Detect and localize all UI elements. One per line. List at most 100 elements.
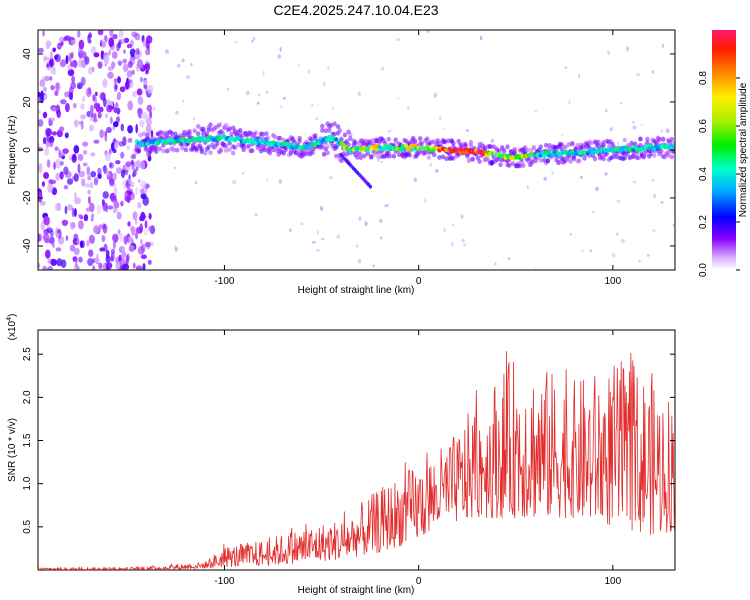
- spectrogram-ridge-cell: [411, 147, 416, 152]
- spectrogram-noise-blob: [96, 204, 102, 215]
- spectrogram-noise-blob: [86, 240, 90, 247]
- spectrogram-noise-blob: [73, 119, 79, 128]
- spectrogram-noise-blob: [77, 163, 81, 174]
- spectrogram-noise-blob: [114, 141, 119, 149]
- spectrogram-noise-blob: [104, 152, 111, 162]
- spectrogram-faint-point: [387, 130, 392, 133]
- snr-ytick-label: 2.0: [22, 390, 33, 404]
- spectrogram-noise-blob: [43, 216, 50, 226]
- spectrogram-faint-point: [190, 62, 193, 67]
- spectrogram-noise-blob: [131, 173, 135, 178]
- spectrogram-noise-blob: [109, 116, 113, 125]
- spectrogram-faint-point: [173, 166, 177, 169]
- spectrogram-faint-point: [611, 253, 616, 258]
- spectrogram-noise-blob: [48, 76, 53, 81]
- spectrogram-noise-blob: [132, 211, 138, 221]
- snr-multiplier-exp: 4: [6, 317, 13, 321]
- colorbar-label: Normalized spectral amplitude: [738, 82, 749, 217]
- spectrogram-halo-cell: [538, 144, 543, 150]
- spectrogram-noise-blob: [126, 70, 133, 78]
- spectrogram-noise-blob: [64, 171, 72, 179]
- spectrogram-halo-cell: [636, 155, 641, 161]
- spectrogram-faint-point: [578, 74, 580, 78]
- spectrogram-noise-blob: [50, 106, 57, 112]
- spectrogram-halo-cell: [524, 147, 529, 153]
- spectrogram-noise-blob: [38, 119, 44, 127]
- spectrogram-faint-point: [182, 100, 185, 103]
- spectrogram-faint-point: [616, 232, 619, 236]
- spectrogram-noise-blob: [68, 92, 73, 100]
- spectrogram-noise-blob: [90, 104, 94, 114]
- spectrogram-ridge-cell: [374, 147, 379, 152]
- spectrogram-noise-blob: [38, 262, 41, 269]
- spectrogram-faint-point: [278, 179, 282, 184]
- spectrogram-halo-cell: [224, 122, 229, 128]
- spectrogram-halo-cell: [297, 135, 302, 141]
- spectrogram-noise-blob: [123, 49, 126, 54]
- spectrogram-faint-point: [589, 249, 593, 253]
- spectrogram-halo-cell: [141, 131, 147, 137]
- spectrogram-faint-point: [175, 110, 180, 115]
- spectrogram-noise-blob: [111, 51, 118, 59]
- spectrogram-noise-blob: [102, 223, 108, 234]
- spectrogram-halo-cell: [547, 143, 552, 148]
- snr-panel: -100 0 100 0.5 1.0 1.5 2.0 2.5 Height of straig…: [6, 314, 676, 596]
- spectrogram-noise-blob: [56, 109, 61, 119]
- colorbar-ticks: 0.0 0.2 0.4 0.6 0.8: [698, 71, 740, 277]
- spectrogram-noise-blob: [145, 39, 150, 50]
- spectrogram-noise-blob: [112, 172, 117, 181]
- spectrogram-faint-point: [640, 123, 643, 126]
- spectrogram-noise-blob: [89, 202, 95, 213]
- spectrogram-halo-cell: [229, 131, 234, 137]
- spectrogram-noise-blob: [98, 262, 103, 270]
- spectrogram-halo-cell: [171, 147, 176, 153]
- spectrogram-ytick-label: 20: [22, 96, 33, 108]
- spectrogram-faint-point: [397, 97, 400, 100]
- spectrogram-faint-point: [413, 177, 418, 182]
- spectrogram-noise-blob: [38, 163, 43, 174]
- spectrogram-halo-cell: [446, 138, 451, 144]
- spectrogram-halo-cell: [241, 147, 246, 153]
- spectrogram-noise-blob: [141, 112, 147, 119]
- spectrogram-noise-blob: [117, 229, 121, 235]
- spectrogram-noise-blob: [78, 220, 84, 230]
- spectrogram-faint-point: [329, 176, 333, 180]
- spectrogram-noise-blob: [78, 58, 83, 68]
- spectrogram-halo-cell: [320, 127, 325, 133]
- spectrogram-halo-cell: [232, 145, 238, 151]
- spectrogram-faint-point: [568, 99, 571, 105]
- spectrogram-faint-point: [265, 91, 268, 94]
- spectrogram-halo-cell: [521, 163, 526, 168]
- spectrogram-noise-blob: [109, 162, 114, 169]
- spectrogram-faint-point: [252, 36, 256, 41]
- spectrogram-noise-blob: [121, 38, 126, 45]
- spectrogram-faint-point: [646, 254, 650, 257]
- spectrogram-halo-cell: [203, 150, 208, 156]
- spectrogram-noise-blob: [48, 57, 55, 68]
- spectrogram-noise-blob: [93, 139, 100, 144]
- spectrogram-halo-cell: [487, 144, 493, 150]
- spectrogram-noise-blob: [83, 214, 89, 222]
- spectrogram-noise-blob: [102, 78, 108, 88]
- spectrogram-noise-blob: [77, 30, 81, 38]
- spectrogram-halo-cell: [323, 128, 328, 134]
- spectrogram-halo-cell: [327, 128, 332, 134]
- spectrogram-faint-point: [407, 105, 410, 110]
- spectrogram-noise-blob: [81, 59, 87, 69]
- spectrogram-halo-cell: [215, 141, 220, 146]
- spectrogram-halo-cell: [505, 144, 510, 150]
- spectrogram-noise-blob: [78, 170, 86, 178]
- spectrogram-faint-point: [195, 180, 197, 185]
- spectrogram-noise-blob: [127, 221, 131, 227]
- spectrogram-noise-blob: [104, 132, 108, 142]
- spectrogram-halo-cell: [145, 133, 150, 138]
- spectrogram-noise-blob: [99, 39, 103, 47]
- spectrogram-halo-cell: [253, 130, 259, 136]
- spectrogram-noise-blob: [56, 258, 63, 267]
- spectrogram-faint-point: [282, 96, 286, 100]
- spectrogram-faint-point: [234, 40, 238, 44]
- spectrogram-noise-blob: [81, 95, 86, 103]
- spectrogram-noise-blob: [70, 82, 77, 90]
- spectrogram-halo-cell: [418, 136, 423, 142]
- spectrogram-noise-blob: [80, 120, 84, 130]
